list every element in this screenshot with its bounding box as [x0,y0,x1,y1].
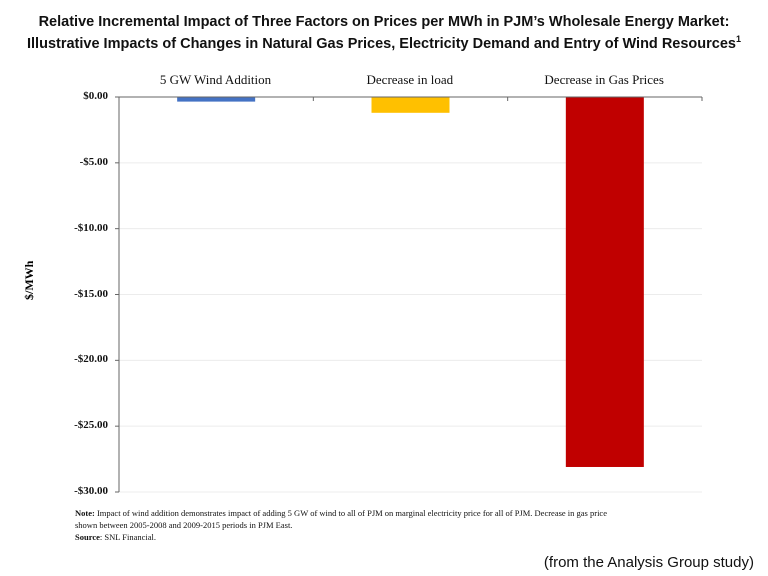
y-tick-label: $0.00 [83,90,108,102]
note-label: Note: [75,508,95,518]
bar-1 [371,97,450,113]
note-line2: shown between 2005-2008 and 2009-2015 pe… [75,520,293,530]
note-line1: Note: Impact of wind addition demonstrat… [75,508,607,518]
title-text: Illustrative Impacts of Changes in Natur… [27,35,736,52]
source-label: Source [75,532,100,542]
source-text: : SNL Financial. [99,532,156,542]
y-tick-label: -$30.00 [74,485,108,497]
credit-text: (from the Analysis Group study) [543,554,754,571]
y-tick-label: -$10.00 [74,221,108,234]
category-label: Decrease in Gas Prices [544,72,664,87]
note-text: Impact of wind addition demonstrates imp… [94,508,607,518]
source-line: Source: SNL Financial. [75,532,156,542]
chart-title-line1: Relative Incremental Impact of Three Fac… [38,14,730,30]
chart-title-line2: Illustrative Impacts of Changes in Natur… [0,34,768,52]
category-label: Decrease in load [366,72,454,87]
y-tick-label: -$15.00 [74,287,108,300]
bar-0 [177,97,256,102]
y-tick-label: -$20.00 [74,353,108,366]
y-tick-label: -$5.00 [79,155,108,168]
y-tick-label: -$25.00 [74,419,108,432]
category-label: 5 GW Wind Addition [159,72,272,87]
footnote-marker: 1 [735,34,741,44]
bar-2 [565,97,644,467]
